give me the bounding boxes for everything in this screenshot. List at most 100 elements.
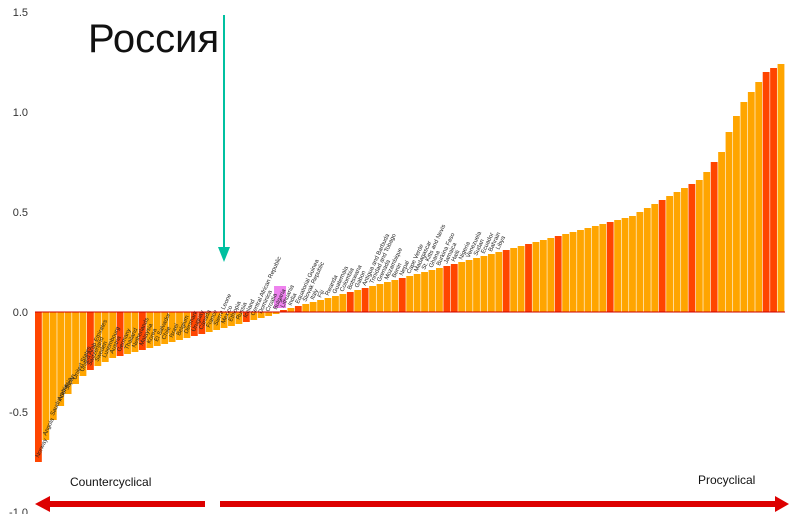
bar: [725, 132, 733, 312]
bar: [413, 274, 421, 312]
bar: [72, 312, 79, 384]
bar: [777, 64, 785, 312]
bar: [525, 244, 532, 312]
bar: [502, 250, 510, 312]
bar: [131, 312, 139, 352]
bar: [86, 312, 94, 370]
bar: [302, 304, 310, 312]
bar: [450, 264, 458, 312]
procyclical-label: Procyclical: [698, 473, 755, 487]
bar-label: Italy: [310, 288, 320, 301]
bar: [733, 116, 740, 312]
bar: [621, 218, 629, 312]
bar: [614, 220, 622, 312]
bar: [49, 312, 57, 420]
bar: [57, 312, 65, 406]
bar: [718, 152, 725, 312]
bar: [168, 312, 176, 342]
annotation-arrow-head: [218, 247, 230, 262]
bar: [101, 312, 109, 362]
bar: [384, 282, 391, 312]
bar-label: India: [288, 292, 299, 307]
y-axis-ticks: -1.0 -0.5 0.0 0.5 1.0 1.5: [9, 7, 28, 514]
bar: [190, 312, 198, 336]
countercyclical-arrow: [35, 496, 205, 512]
bar: [109, 312, 117, 358]
bar: [35, 312, 42, 462]
bar: [116, 312, 124, 356]
bar: [755, 82, 763, 312]
bar: [569, 232, 577, 312]
bar: [235, 312, 243, 324]
bar: [480, 256, 488, 312]
bar: [495, 252, 503, 312]
bar: [695, 180, 703, 312]
bar: [666, 196, 674, 312]
y-tick-label: 1.0: [13, 107, 28, 119]
bar: [176, 312, 183, 340]
bar: [747, 92, 755, 312]
bar: [64, 312, 72, 394]
bar: [242, 312, 250, 322]
bar: [465, 260, 473, 312]
bar: [309, 302, 317, 312]
bar: [213, 312, 221, 330]
bar: [183, 312, 191, 338]
bar: [539, 240, 547, 312]
y-tick-label: 0.5: [13, 207, 28, 219]
bar: [272, 312, 280, 314]
bar: [510, 248, 518, 312]
bar: [354, 290, 362, 312]
bar: [703, 172, 711, 312]
bar: [740, 102, 748, 312]
bar: [584, 228, 592, 312]
bar: [220, 312, 228, 328]
bar: [250, 312, 258, 320]
bar: [376, 284, 384, 312]
bar: [332, 296, 339, 312]
bar: [629, 216, 636, 312]
bar: [599, 224, 607, 312]
bar: [361, 288, 369, 312]
bar: [42, 312, 50, 440]
bar: [146, 312, 154, 348]
bar-label: Benin: [392, 262, 404, 278]
bar: [138, 312, 146, 350]
y-tick-label: -1.0: [9, 507, 28, 514]
bar: [324, 298, 332, 312]
bar: [153, 312, 161, 346]
bar: [554, 236, 562, 312]
bar: [636, 212, 644, 312]
bar: [205, 312, 213, 332]
y-tick-label: 0.0: [13, 307, 28, 319]
bar: [473, 258, 480, 312]
bar: [161, 312, 169, 344]
bar-label: Fiji: [317, 289, 326, 298]
bar: [435, 268, 443, 312]
bar: [577, 230, 584, 312]
bar: [421, 272, 428, 312]
bar: [124, 312, 131, 354]
bar: [688, 184, 696, 312]
procyclical-arrow: [220, 496, 789, 512]
bar: [710, 162, 718, 312]
bar: [606, 222, 614, 312]
bar: [198, 312, 206, 334]
bar: [532, 242, 540, 312]
bar: [406, 276, 414, 312]
bar: [770, 68, 777, 312]
bar: [762, 72, 770, 312]
annotation-russia: Россия: [88, 17, 219, 61]
bar: [257, 312, 265, 318]
countercyclical-label: Countercyclical: [70, 475, 151, 489]
bar: [591, 226, 599, 312]
bar-label: Haiti: [451, 249, 462, 262]
russia-highlight-bar: [274, 286, 287, 308]
bar: [265, 312, 273, 316]
bar: [294, 306, 302, 312]
bar: [428, 270, 436, 312]
bar: [547, 238, 555, 312]
bar: [517, 246, 525, 312]
